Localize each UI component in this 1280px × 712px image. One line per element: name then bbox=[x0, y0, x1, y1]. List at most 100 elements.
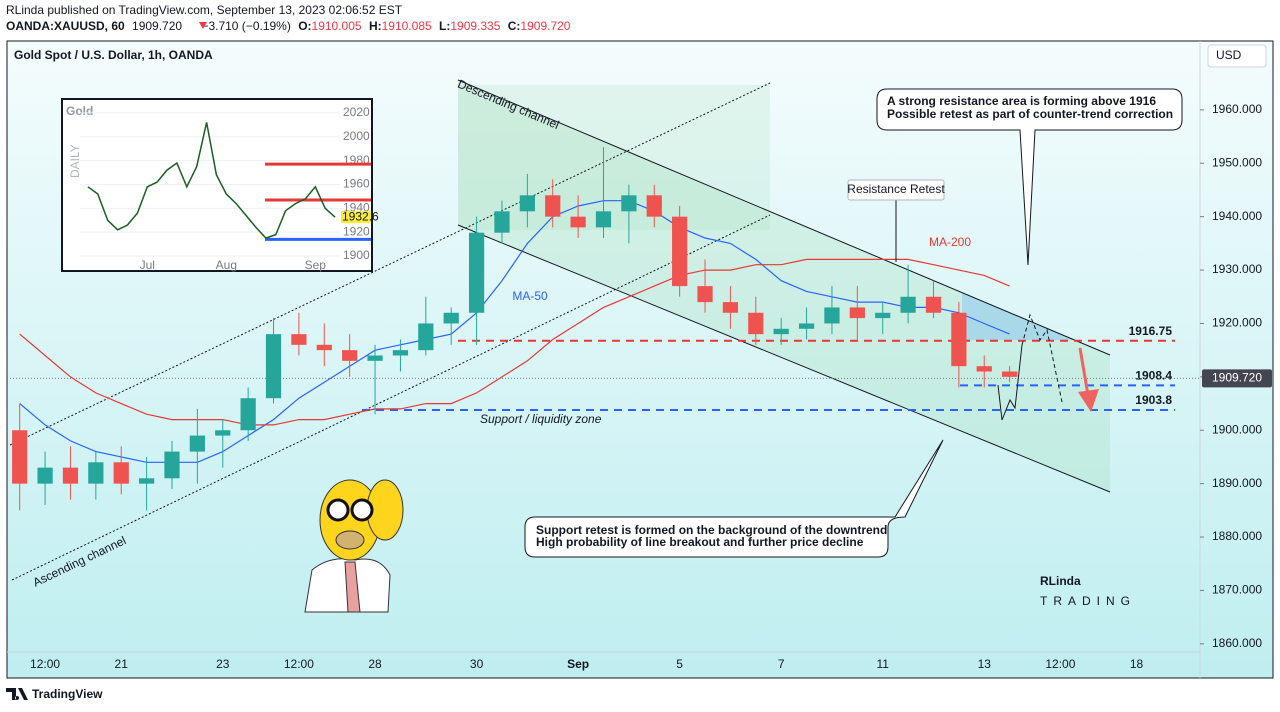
plot: 1916.75 1908.4 1903.8 bbox=[7, 147, 1200, 511]
inset-y-label: 2000 bbox=[343, 129, 370, 143]
open: 1910.005 bbox=[312, 19, 362, 33]
chart-title: Gold Spot / U.S. Dollar, 1h, OANDA bbox=[14, 48, 213, 62]
last-price-box bbox=[1202, 369, 1272, 388]
change: −3.710 (−0.19%) bbox=[201, 19, 290, 33]
level-label: 1916.75 bbox=[1129, 324, 1173, 338]
inset-line bbox=[87, 122, 336, 239]
candle-body bbox=[875, 312, 891, 319]
x-tick-label: 21 bbox=[115, 657, 129, 671]
candle-body bbox=[849, 307, 865, 319]
projection bbox=[1021, 313, 1063, 403]
candle-body bbox=[265, 334, 282, 399]
inset-x-label: Jul bbox=[140, 258, 155, 272]
low-label: L: bbox=[439, 19, 450, 33]
open-label: O: bbox=[298, 19, 311, 33]
candle-body bbox=[545, 195, 561, 217]
high-label: H: bbox=[369, 19, 382, 33]
candle-body bbox=[418, 323, 434, 351]
down-arrow bbox=[199, 22, 207, 29]
watermark: TRADING bbox=[1040, 594, 1136, 608]
inset-y-label: 1900 bbox=[343, 248, 370, 262]
candle-body bbox=[215, 430, 231, 436]
candle-body bbox=[62, 467, 79, 484]
annotation: Resistance Retest bbox=[847, 182, 945, 196]
y-tick-label: 1890.000 bbox=[1212, 476, 1262, 490]
ma-line bbox=[19, 258, 1010, 426]
candle-body bbox=[595, 211, 612, 228]
inset-x-label: Sep bbox=[305, 258, 327, 272]
candle-body bbox=[519, 195, 535, 212]
candle-body bbox=[342, 350, 358, 361]
candle-body bbox=[722, 302, 739, 313]
x-tick-label: 12:00 bbox=[284, 657, 314, 671]
brand: TradingView bbox=[32, 687, 103, 701]
channel-line bbox=[457, 79, 1111, 356]
watermark: RLinda bbox=[1040, 574, 1081, 588]
x-tick-label: 18 bbox=[1130, 657, 1144, 671]
series-label: MA-50 bbox=[512, 289, 548, 303]
inset-title: Gold bbox=[66, 104, 93, 118]
channel-line bbox=[11, 214, 771, 581]
currency: USD bbox=[1216, 48, 1242, 62]
callout-text: Support retest is formed on the backgrou… bbox=[536, 523, 887, 537]
y-tick-label: 1960.000 bbox=[1212, 102, 1262, 116]
channel-line bbox=[457, 224, 1111, 493]
inset-y-label: 1920 bbox=[343, 224, 370, 238]
candle-body bbox=[1002, 371, 1018, 377]
series-label: MA-200 bbox=[929, 235, 971, 249]
inset-x-label: Aug bbox=[216, 258, 237, 272]
inset-last-box bbox=[341, 211, 371, 224]
callout bbox=[524, 439, 944, 558]
inset-y-label: 1960 bbox=[343, 177, 370, 191]
candle-body bbox=[697, 286, 713, 303]
candle-body bbox=[646, 195, 662, 217]
y-tick-label: 1880.000 bbox=[1212, 529, 1262, 543]
candle-body bbox=[748, 312, 764, 335]
x-tick-label: 11 bbox=[876, 657, 889, 671]
candle-body bbox=[367, 355, 383, 361]
candle-body bbox=[240, 398, 256, 431]
candle-body bbox=[773, 328, 789, 335]
candle-body bbox=[621, 195, 637, 212]
channel-fill bbox=[458, 80, 1110, 492]
currency-box bbox=[1207, 44, 1267, 68]
inset-y-label: 2020 bbox=[343, 105, 370, 119]
high: 1910.085 bbox=[382, 19, 432, 33]
candle-body bbox=[976, 366, 992, 372]
brand-logo bbox=[6, 688, 28, 700]
candle-body bbox=[88, 462, 104, 484]
x-tick-label: 30 bbox=[470, 657, 484, 671]
inset-y-label: 1940 bbox=[343, 200, 370, 214]
y-tick-label: 1940.000 bbox=[1212, 209, 1262, 223]
candle-body bbox=[12, 430, 28, 484]
y-tick-label: 1900.000 bbox=[1212, 422, 1262, 436]
x-tick-label: 12:00 bbox=[1045, 657, 1075, 671]
symbol-line: OANDA:XAUUSD, 60 1909.720 −3.710 (−0.19%… bbox=[6, 19, 571, 33]
illustration bbox=[304, 479, 404, 613]
candle-body bbox=[798, 323, 815, 329]
candle-body bbox=[164, 451, 180, 479]
candle-body bbox=[494, 211, 510, 233]
channel-line bbox=[9, 82, 771, 446]
inset-subtitle: DAILY bbox=[68, 144, 82, 178]
candle-body bbox=[138, 478, 155, 484]
x-tick-label: 13 bbox=[978, 657, 992, 671]
level-label: 1903.8 bbox=[1135, 393, 1172, 407]
y-tick-label: 1920.000 bbox=[1212, 316, 1262, 330]
candle-body bbox=[951, 312, 967, 367]
arrow-head bbox=[1078, 389, 1099, 412]
inset-last-label: 1932.6 bbox=[342, 209, 379, 223]
arrow bbox=[1078, 347, 1090, 396]
level-label: 1908.4 bbox=[1135, 369, 1172, 383]
candle-body bbox=[570, 216, 586, 228]
close-label: C: bbox=[508, 19, 521, 33]
x-tick-label: 28 bbox=[368, 657, 382, 671]
symbol: OANDA:XAUUSD, 60 bbox=[6, 19, 125, 33]
x-tick-label: 23 bbox=[216, 657, 230, 671]
ma-line bbox=[19, 200, 1010, 463]
callout-text: A strong resistance area is forming abov… bbox=[887, 94, 1156, 108]
x-tick-label: 7 bbox=[778, 657, 785, 671]
